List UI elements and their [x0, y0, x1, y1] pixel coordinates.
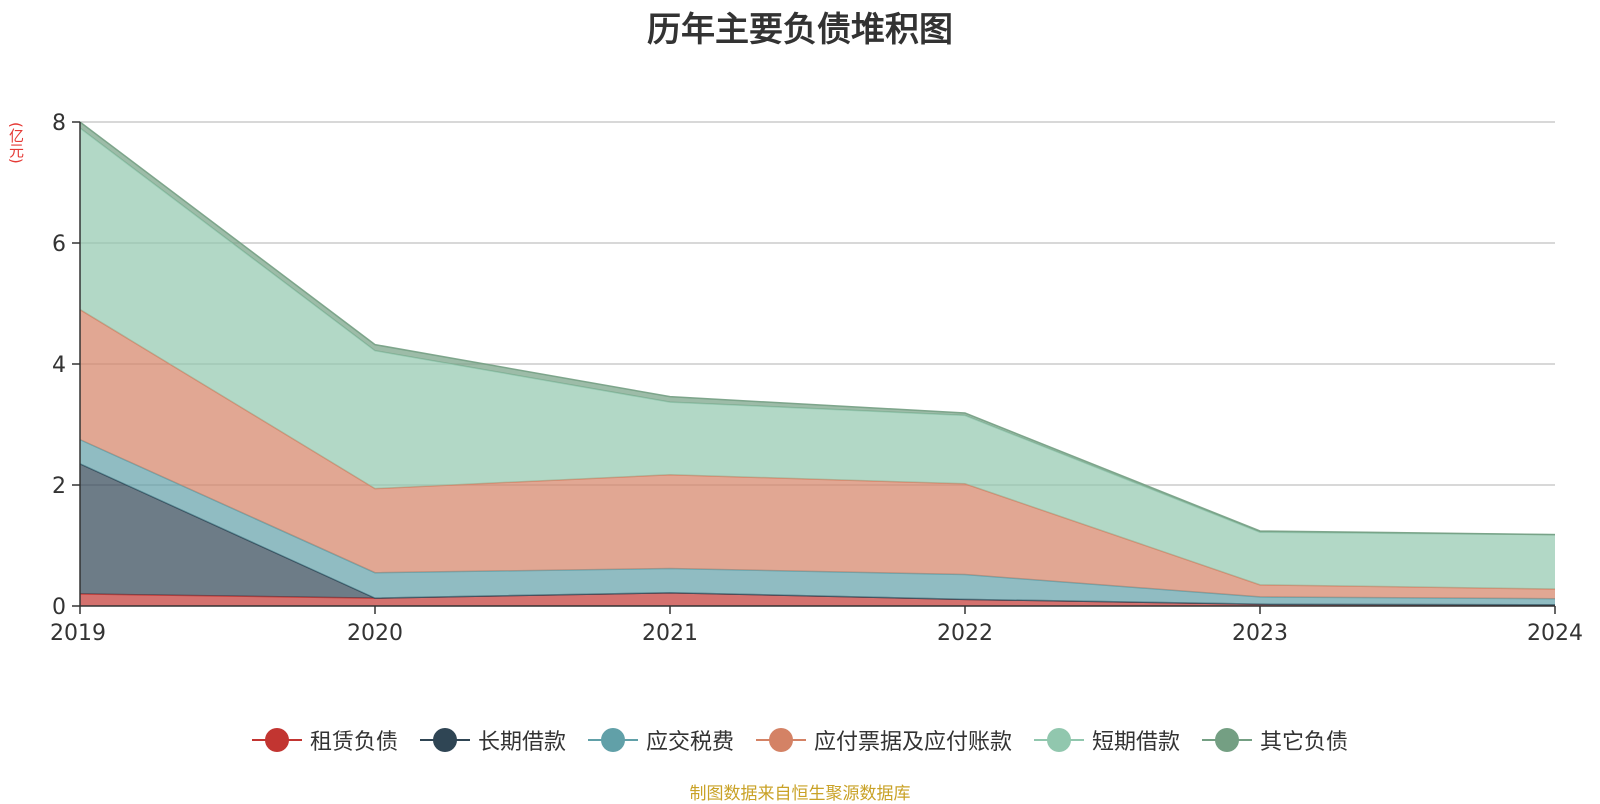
- legend-item-1[interactable]: 租赁负债: [251, 724, 398, 756]
- legend-marker-icon: [419, 728, 470, 752]
- legend-label: 长期借款: [477, 730, 566, 755]
- x-tick-label: 2024: [1527, 621, 1583, 646]
- legend-label: 短期借款: [1092, 730, 1181, 755]
- legend-marker-icon: [251, 728, 302, 752]
- x-tick-label: 2021: [642, 621, 698, 646]
- y-tick-label: 6: [52, 232, 66, 257]
- y-tick-label: 4: [52, 353, 66, 378]
- area-series-4: [80, 309, 1555, 599]
- legend-marker-icon: [756, 728, 806, 752]
- area-series-5: [80, 128, 1555, 590]
- legend-item-4[interactable]: 应付票据及应付账款: [756, 724, 1012, 756]
- legend-label: 应交税费: [645, 730, 734, 755]
- area-series-1: [80, 592, 1555, 606]
- legend-marker-icon: [587, 728, 638, 752]
- y-tick-label: 2: [52, 474, 66, 499]
- legend-item-2[interactable]: 长期借款: [419, 724, 566, 756]
- legend-label: 其它负债: [1260, 730, 1349, 755]
- y-tick-label: 0: [52, 595, 66, 620]
- legend-marker-icon: [1034, 728, 1085, 752]
- x-tick-label: 2019: [50, 621, 106, 646]
- y-tick-label: 8: [52, 111, 66, 136]
- legend-item-5[interactable]: 短期借款: [1034, 724, 1180, 756]
- x-tick-label: 2023: [1232, 621, 1288, 646]
- area-series-2: [80, 463, 1555, 605]
- chart-title: 历年主要负债堆积图: [647, 10, 953, 50]
- legend-item-3[interactable]: 应交税费: [587, 724, 734, 756]
- y-axis-unit-label: (亿元): [7, 122, 25, 164]
- legend-label: 租赁负债: [309, 730, 398, 755]
- area-series-line-6: [79, 121, 1556, 536]
- x-tick-label: 2022: [937, 621, 993, 646]
- legend-marker-icon: [1202, 728, 1253, 752]
- legend-label: 应付票据及应付账款: [814, 730, 1013, 755]
- x-tick-label: 2020: [347, 621, 403, 646]
- legend-item-6[interactable]: 其它负债: [1202, 724, 1348, 756]
- source-note: 制图数据来自恒生聚源数据库: [689, 784, 911, 804]
- chart-legend: 租赁负债 长期借款 应交税费 应付票据及应付账款 短期借款 其它负债: [0, 724, 1600, 756]
